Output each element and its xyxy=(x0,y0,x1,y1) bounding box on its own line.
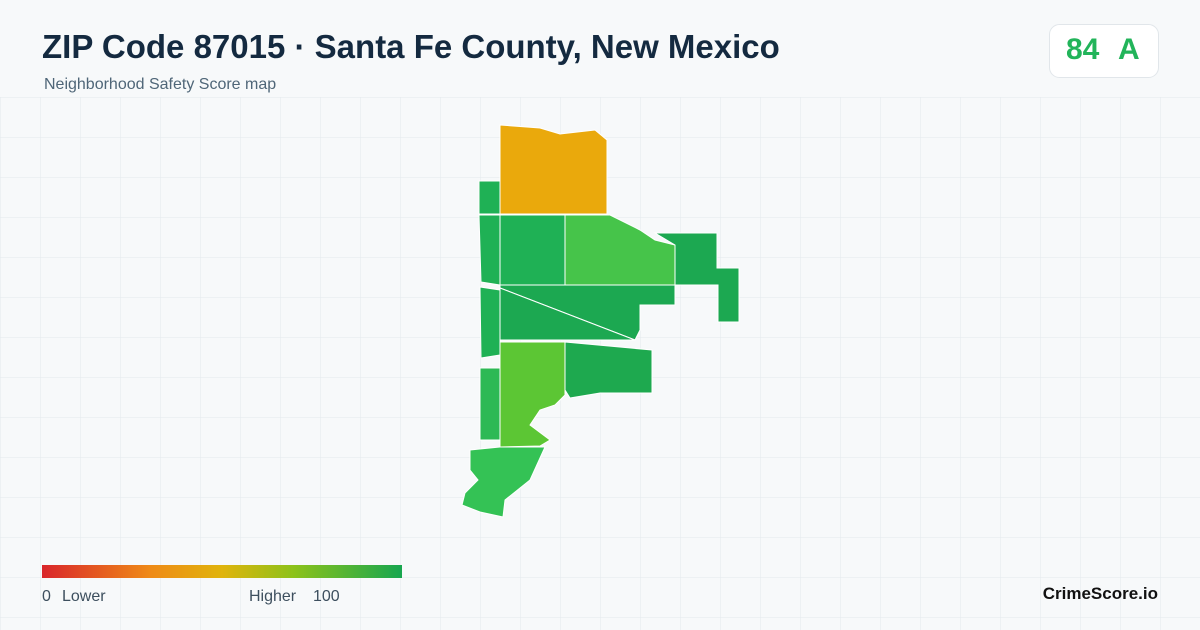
score-value: 84 xyxy=(1066,33,1100,66)
area xyxy=(478,180,501,215)
area xyxy=(499,124,608,215)
area xyxy=(499,214,566,286)
area xyxy=(479,286,501,359)
area xyxy=(478,214,501,286)
legend-gradient xyxy=(42,565,402,578)
title: ZIP Code 87015 · Santa Fe County, New Me… xyxy=(42,28,780,65)
brand: CrimeScore.io xyxy=(1042,584,1158,603)
area xyxy=(653,232,740,323)
area xyxy=(461,446,546,518)
area xyxy=(479,367,501,441)
legend-max: 100 xyxy=(313,588,340,605)
score-badge xyxy=(1049,24,1159,78)
subtitle: Neighborhood Safety Score map xyxy=(44,76,277,93)
area xyxy=(564,341,653,399)
legend-min-label: Lower xyxy=(62,588,106,605)
legend-max-label: Higher xyxy=(249,588,297,605)
score-grade: A xyxy=(1118,33,1140,66)
zip-areas xyxy=(461,124,740,518)
legend-min: 0 xyxy=(42,588,51,605)
